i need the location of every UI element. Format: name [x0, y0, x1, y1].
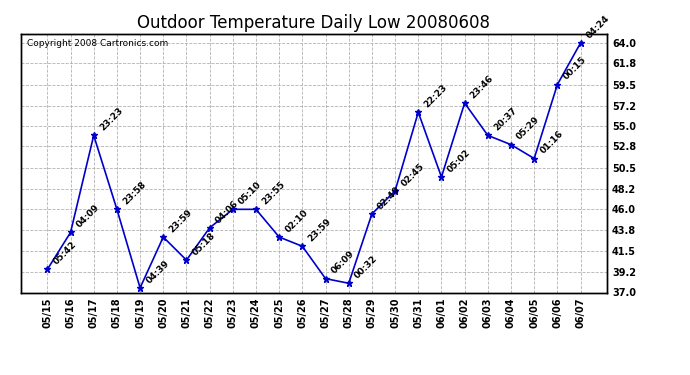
- Text: 20:37: 20:37: [492, 106, 519, 133]
- Text: 23:58: 23:58: [121, 180, 148, 207]
- Text: 22:23: 22:23: [422, 83, 449, 110]
- Text: 06:09: 06:09: [330, 249, 356, 276]
- Text: 01:16: 01:16: [538, 129, 565, 156]
- Text: 00:15: 00:15: [562, 56, 588, 82]
- Text: 05:02: 05:02: [446, 148, 472, 174]
- Text: 05:18: 05:18: [190, 231, 217, 257]
- Text: 04:39: 04:39: [144, 258, 171, 285]
- Text: 05:42: 05:42: [52, 240, 78, 267]
- Text: 23:55: 23:55: [260, 180, 287, 207]
- Text: 23:46: 23:46: [469, 74, 495, 100]
- Text: 02:49: 02:49: [376, 184, 403, 211]
- Text: 04:06: 04:06: [214, 198, 240, 225]
- Text: 23:59: 23:59: [306, 217, 333, 243]
- Text: 05:10: 05:10: [237, 180, 264, 207]
- Text: 04:09: 04:09: [75, 203, 101, 229]
- Text: 00:32: 00:32: [353, 254, 380, 280]
- Text: 02:10: 02:10: [284, 208, 310, 234]
- Text: 05:29: 05:29: [515, 115, 542, 142]
- Text: 23:59: 23:59: [168, 208, 194, 234]
- Text: 23:23: 23:23: [98, 106, 124, 133]
- Title: Outdoor Temperature Daily Low 20080608: Outdoor Temperature Daily Low 20080608: [137, 14, 491, 32]
- Text: Copyright 2008 Cartronics.com: Copyright 2008 Cartronics.com: [26, 39, 168, 48]
- Text: 02:45: 02:45: [400, 162, 426, 188]
- Text: 04:24: 04:24: [584, 13, 611, 40]
